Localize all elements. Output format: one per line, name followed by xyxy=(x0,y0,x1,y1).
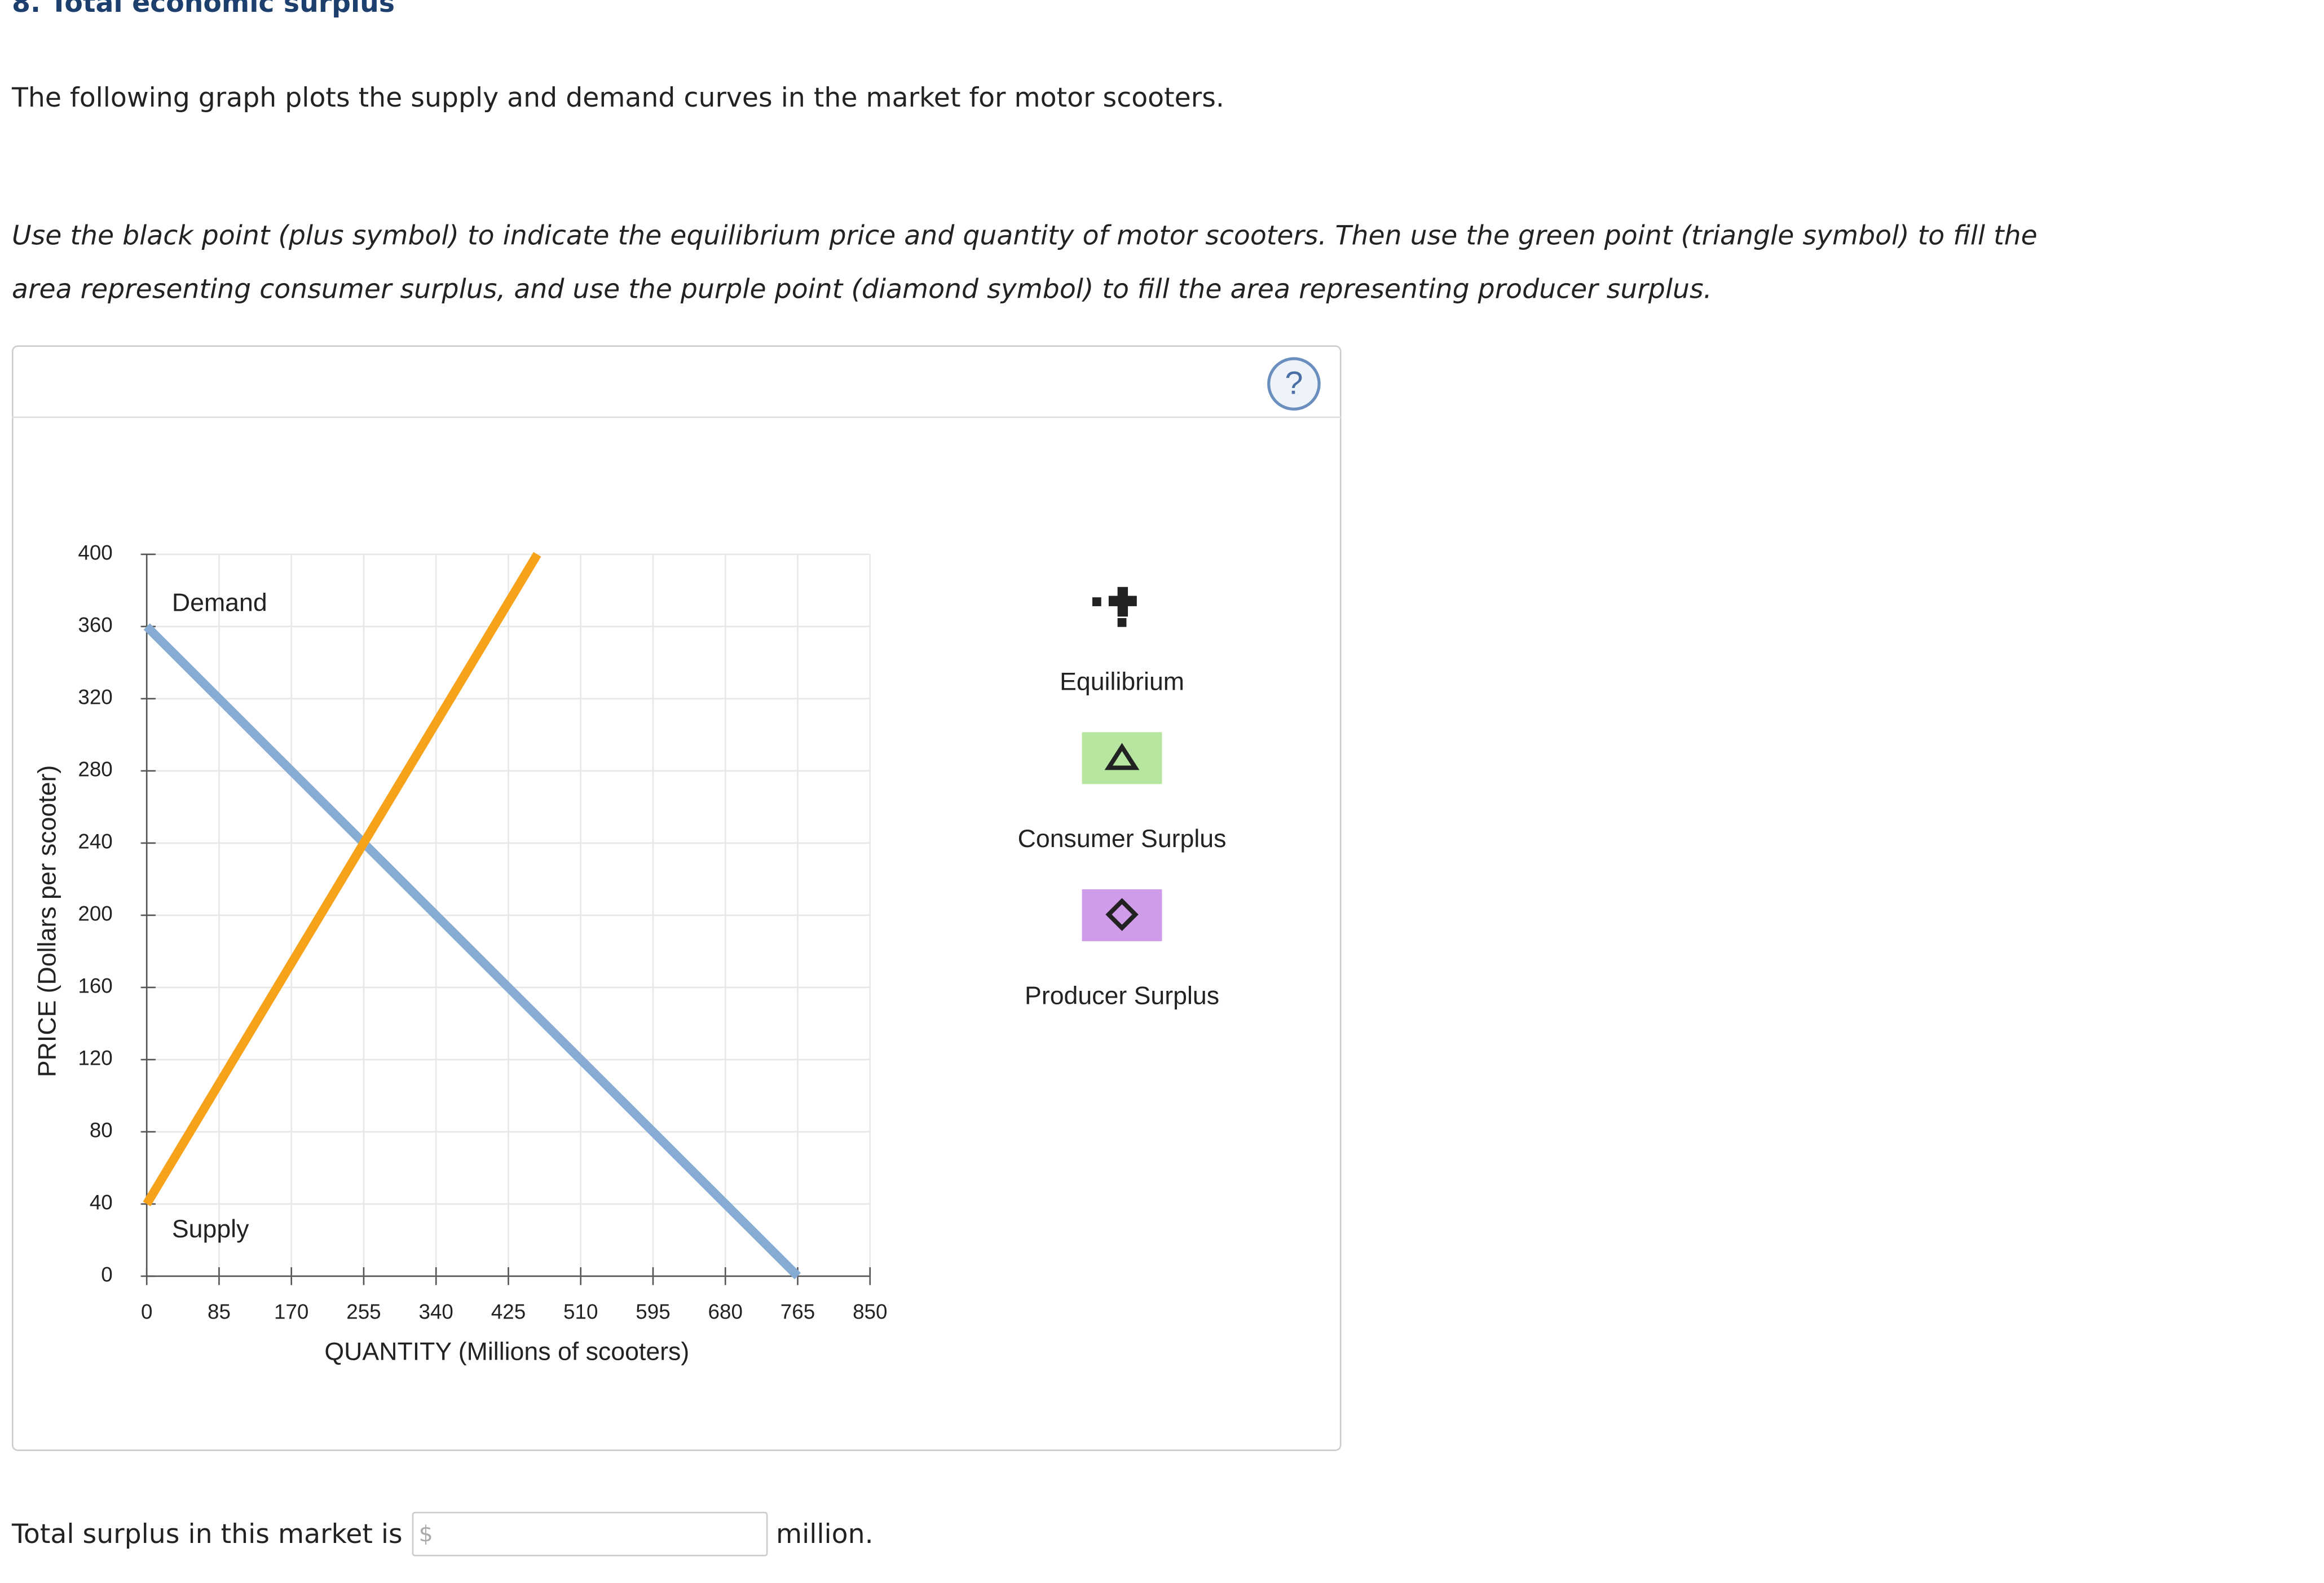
intro-text: The following graph plots the supply and… xyxy=(12,83,1224,114)
answer-row: Total surplus in this market is $ millio… xyxy=(12,1511,874,1556)
y-tick-label: 400 xyxy=(78,541,112,565)
tool-label: Producer Surplus xyxy=(1025,982,1219,1010)
tool-label: Consumer Surplus xyxy=(1018,825,1227,853)
x-tick-label: 0 xyxy=(141,1300,152,1323)
x-tick-label: 765 xyxy=(780,1300,815,1323)
x-tick-label: 595 xyxy=(636,1300,670,1323)
y-tick-label: 160 xyxy=(78,975,112,998)
x-tick-label: 680 xyxy=(708,1300,743,1323)
help-button[interactable] xyxy=(1267,357,1321,411)
consumer-surplus-tool[interactable] xyxy=(1082,732,1162,784)
tool-label: Equilibrium xyxy=(1060,668,1184,695)
x-tick-label: 850 xyxy=(853,1300,887,1323)
equilibrium-tool[interactable] xyxy=(1092,587,1137,627)
y-tick-label: 80 xyxy=(90,1119,113,1142)
y-tick-label: 0 xyxy=(101,1263,112,1286)
y-tick-label: 240 xyxy=(78,830,112,853)
icon-dot xyxy=(1092,597,1101,606)
producer-surplus-tool[interactable] xyxy=(1082,889,1162,941)
x-tick-label: 510 xyxy=(563,1300,598,1323)
answer-suffix: million. xyxy=(776,1518,874,1550)
x-tick-label: 85 xyxy=(208,1300,231,1323)
y-tick-label: 320 xyxy=(78,686,112,709)
graph-panel xyxy=(12,345,1342,1452)
x-tick-label: 255 xyxy=(346,1300,381,1323)
curve xyxy=(143,623,801,1280)
curve-label: Supply xyxy=(172,1215,249,1243)
chart: ? Equilibrium Consumer Surplus Producer … xyxy=(34,357,1321,1365)
question-title: 8. Total economic surplus xyxy=(12,0,395,20)
y-tick-label: 120 xyxy=(78,1047,112,1070)
panel-divider xyxy=(12,416,1342,418)
x-tick-label: 425 xyxy=(491,1300,526,1323)
y-tick-label: 40 xyxy=(90,1191,113,1214)
x-tick-label: 340 xyxy=(419,1300,453,1323)
x-axis-label: QUANTITY (Millions of scooters) xyxy=(324,1338,689,1365)
instructions: Use the black point (plus symbol) to ind… xyxy=(12,221,2038,306)
help-icon[interactable]: ? xyxy=(1285,365,1303,402)
x-tick-label: 170 xyxy=(274,1300,308,1323)
y-axis-label: PRICE (Dollars per scooter) xyxy=(34,765,61,1077)
icon-triangle xyxy=(1104,743,1140,770)
answer-prefix: Total surplus in this market is xyxy=(12,1518,403,1550)
curve xyxy=(143,552,541,1206)
answer-input[interactable]: $ xyxy=(411,1511,768,1556)
y-tick-label: 280 xyxy=(78,758,112,781)
y-tick-label: 360 xyxy=(78,614,112,637)
y-tick-label: 200 xyxy=(78,902,112,925)
icon-diamond xyxy=(1105,898,1139,931)
icon-plus xyxy=(1108,596,1137,606)
curve-label: Demand xyxy=(172,589,267,616)
icon-dot xyxy=(1117,618,1127,627)
